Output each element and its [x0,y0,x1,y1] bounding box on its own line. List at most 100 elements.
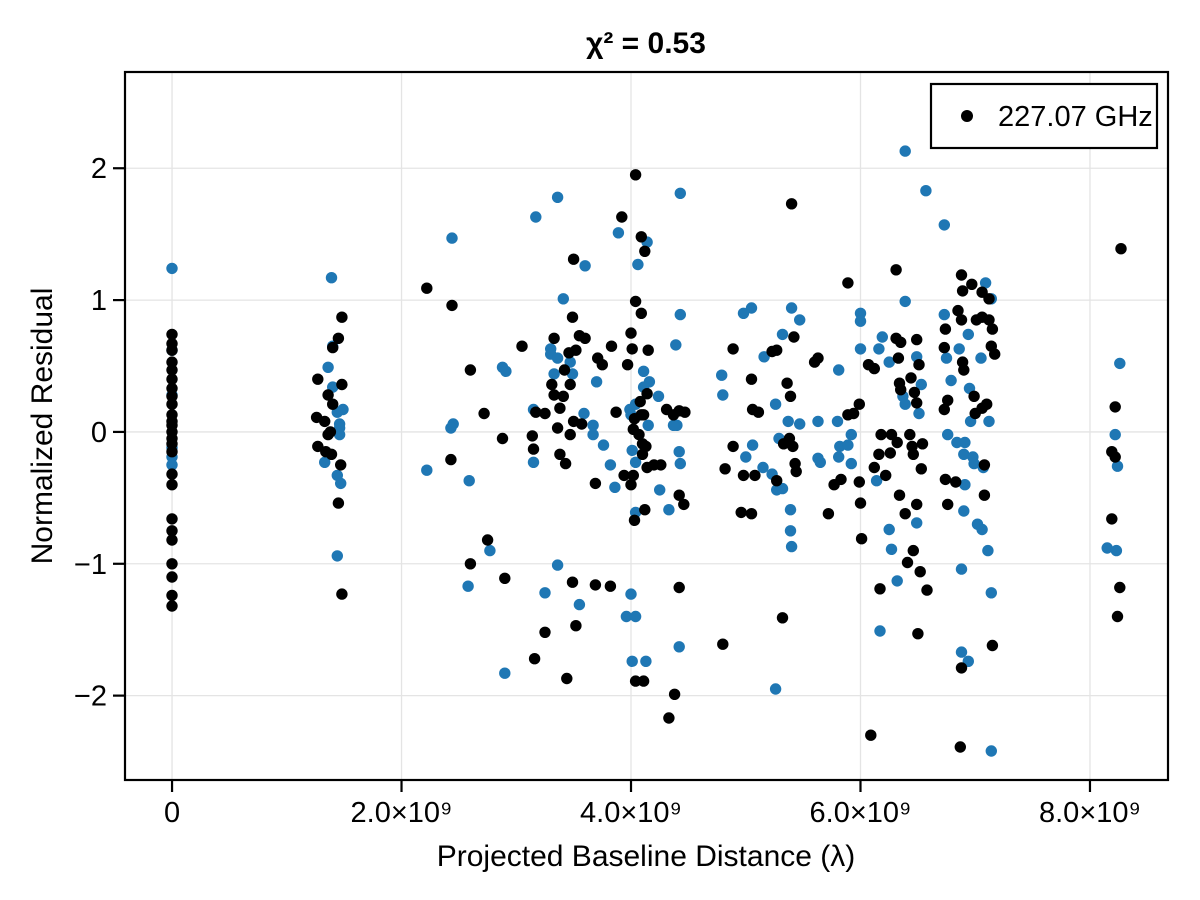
data-point [499,572,511,584]
data-point [539,587,551,599]
data-point [968,390,980,402]
data-point [865,729,877,741]
data-point [854,497,867,509]
data-point [166,398,178,410]
data-point [166,468,178,480]
data-point [776,328,789,341]
y-tick-label: −2 [74,681,107,713]
data-point [166,571,178,583]
data-point [914,566,926,578]
data-point [978,489,991,501]
data-point [976,523,988,536]
data-point [985,745,997,757]
data-point [573,330,586,342]
data-point [989,348,1001,360]
data-point [966,278,978,290]
data-point [674,308,686,321]
data-point [626,444,638,457]
data-point [1114,357,1126,370]
data-point [166,373,178,385]
data-point [668,688,681,700]
data-point [952,304,964,317]
data-point [981,398,993,410]
data-point [781,377,793,389]
data-point [166,356,178,368]
data-point [746,439,759,451]
data-point [322,428,334,441]
plot-border [123,70,1170,782]
data-point [639,504,651,516]
data-point [641,388,653,400]
data-point [959,436,971,449]
data-point [915,463,927,475]
data-point [674,457,686,470]
data-point [331,550,343,562]
data-point [938,403,950,416]
data-point [528,653,541,665]
data-point [1111,460,1124,472]
data-point [335,459,347,471]
data-point [719,463,731,475]
data-point [551,352,564,364]
data-point [842,409,854,421]
data-point [166,525,178,537]
data-point [679,406,691,418]
data-point [609,481,621,493]
data-point [637,675,650,687]
data-point [566,311,579,323]
data-point [663,712,675,724]
data-point [745,302,758,314]
data-point [654,484,666,496]
data-point [785,302,798,314]
data-point [663,504,675,516]
data-point [788,331,800,343]
y-tick-label: 2 [91,153,107,185]
data-point [986,639,999,652]
data-point [551,559,564,571]
data-point [915,378,927,391]
data-point [616,211,628,223]
y-tick-label: −1 [74,549,107,581]
x-tick-label: 0 [164,797,180,829]
data-point [853,476,865,488]
data-point [955,269,968,281]
data-point [938,219,950,231]
data-point [166,364,178,376]
data-point [908,386,921,399]
data-point [570,344,582,356]
data-point [853,398,865,410]
data-point [717,389,729,401]
data-point [945,374,957,387]
data-point [875,428,887,441]
data-point [920,185,932,197]
data-point [854,315,867,327]
data-point [526,430,538,442]
data-point [956,285,969,297]
y-axis-label: Normalized Residual [26,288,59,565]
data-point [822,508,835,520]
data-point [166,558,178,570]
data-point [854,343,867,355]
data-point [899,145,911,157]
data-point [626,655,638,667]
data-point [319,415,331,428]
data-point [335,477,347,490]
data-point [790,465,802,478]
data-point [787,440,799,453]
data-point [883,356,895,368]
data-point [621,359,634,371]
data-point [632,258,644,271]
data-point [336,588,348,600]
data-point [745,373,758,385]
data-point [530,406,542,418]
data-point [890,264,902,276]
data-point [166,534,178,546]
data-point [986,323,999,335]
data-point [629,295,642,308]
data-point [874,625,886,637]
data-point [958,505,970,517]
data-point [445,453,457,466]
chart-title: χ² = 0.53 [586,27,706,60]
data-point [784,504,797,516]
data-point [635,307,647,319]
